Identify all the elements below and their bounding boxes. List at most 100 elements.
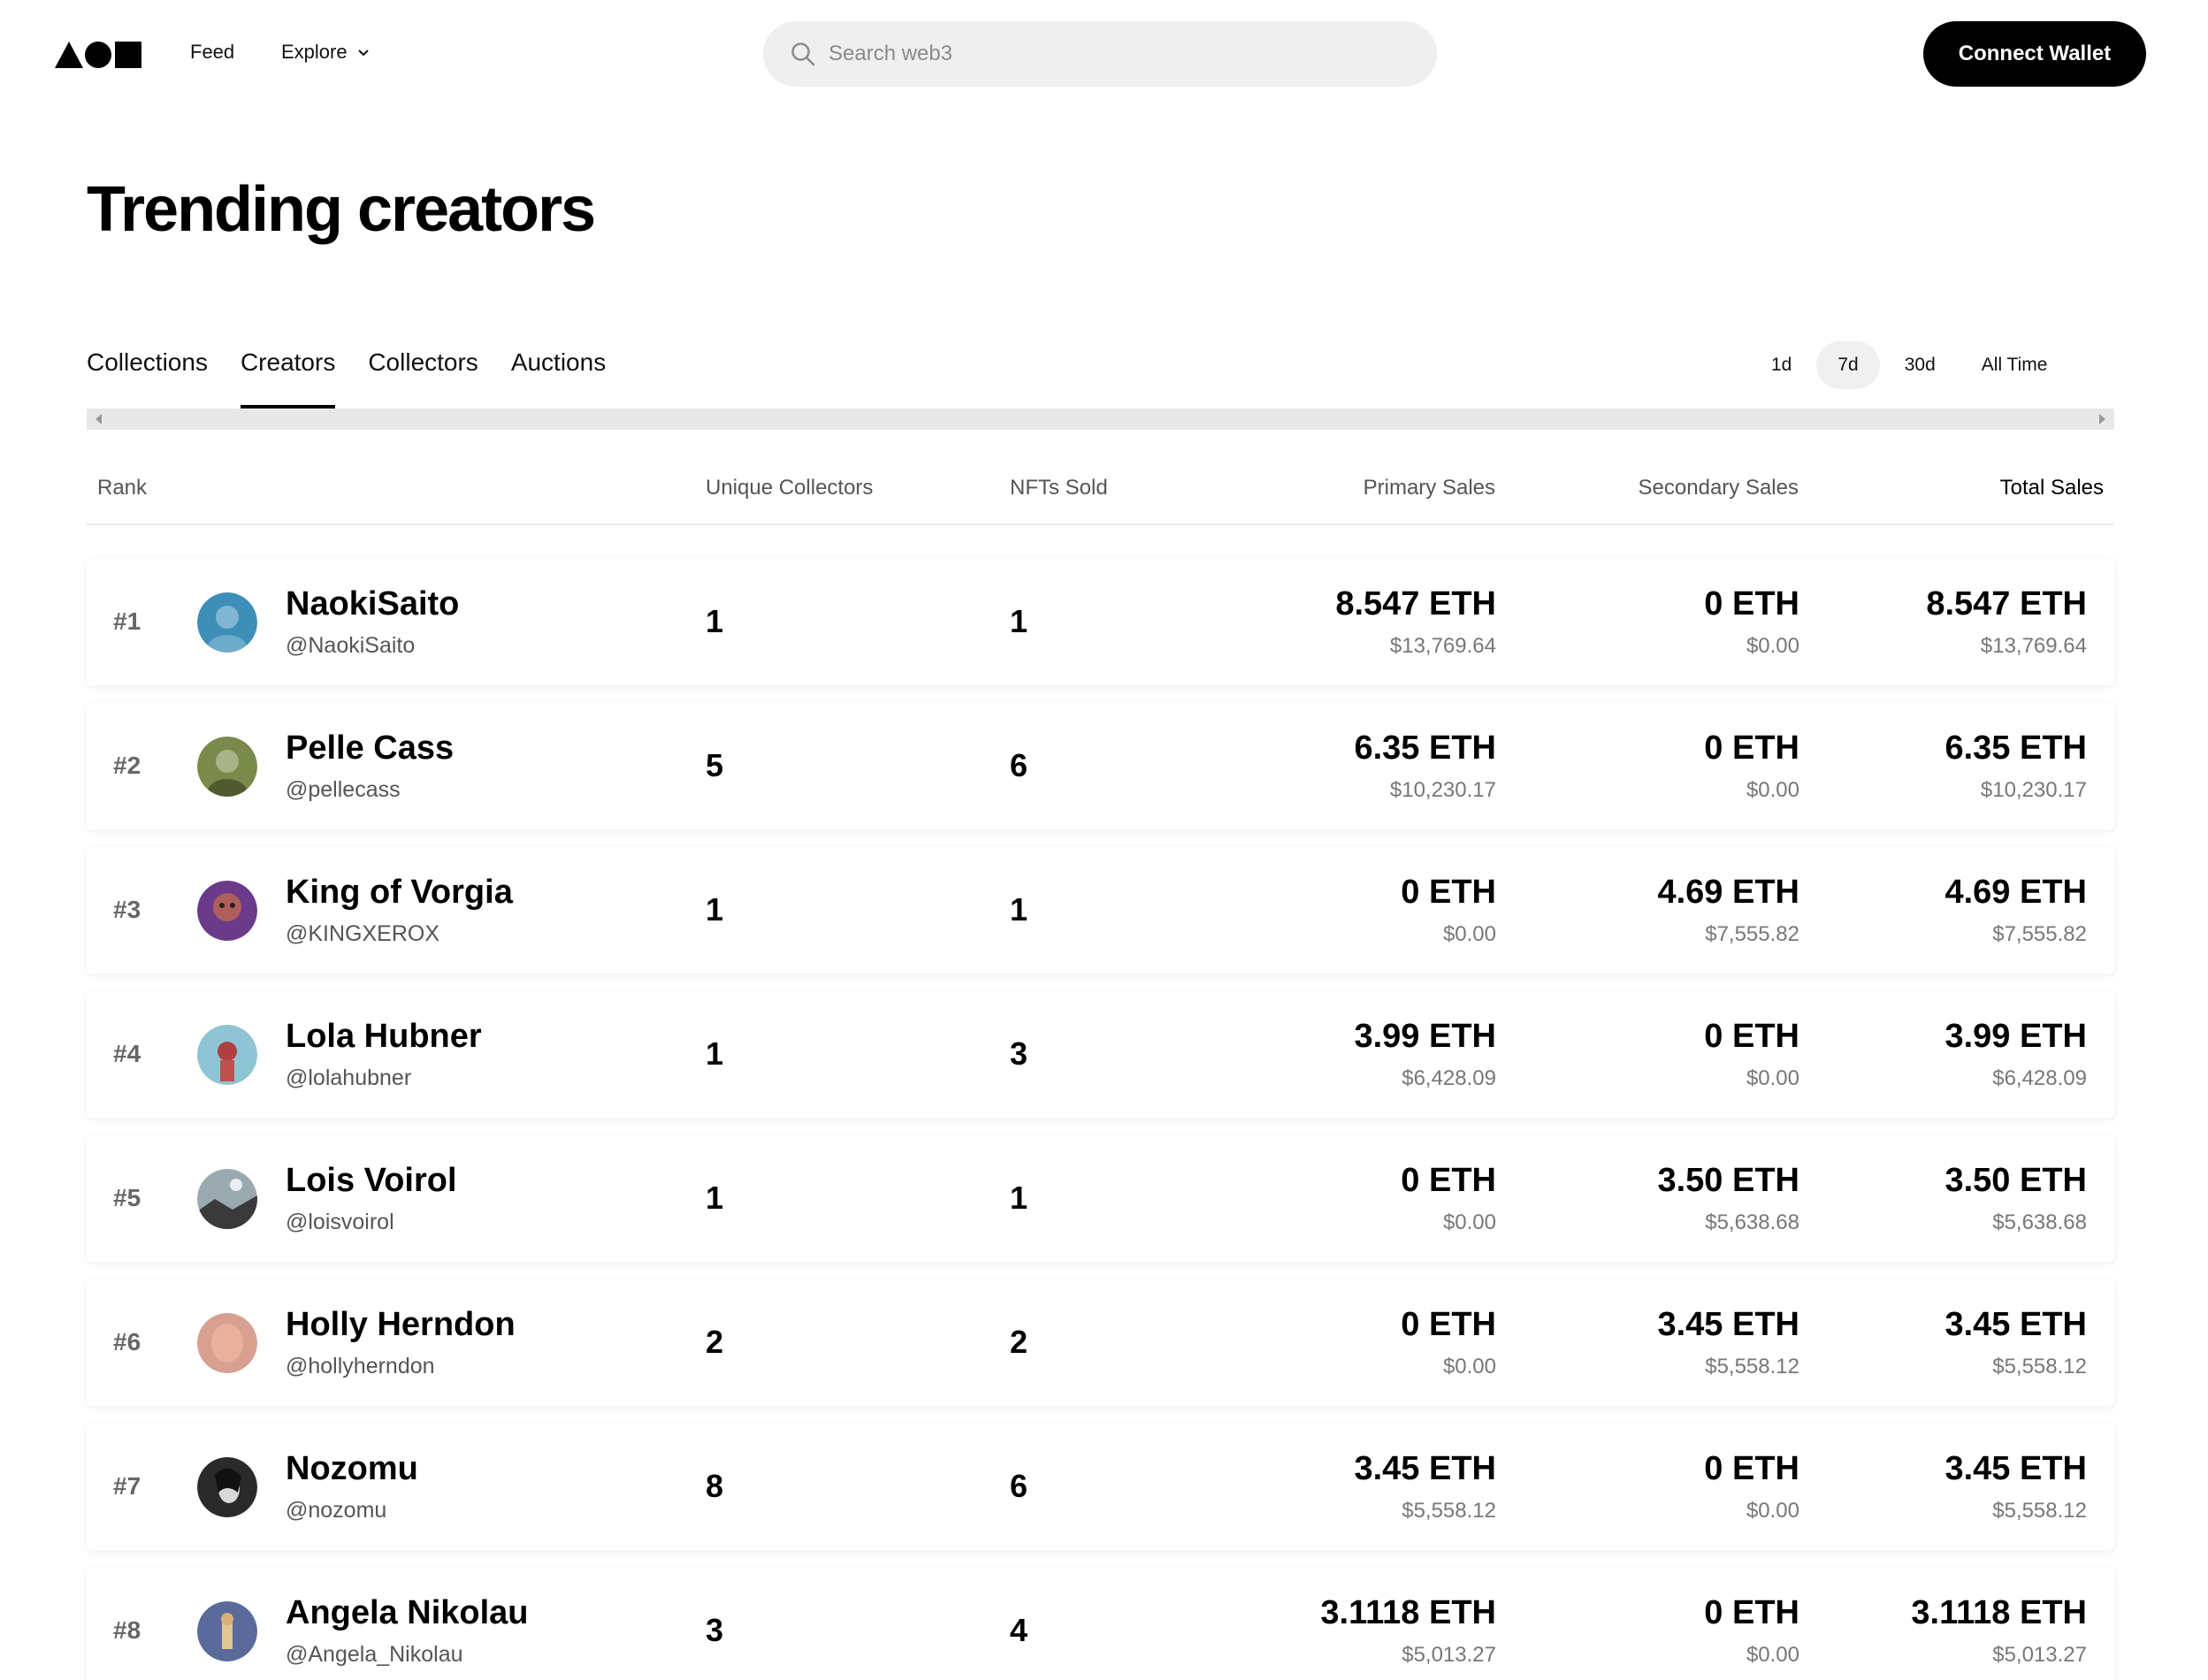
nfts-sold-value: 3 (1010, 1035, 1028, 1072)
total-sales-cell: 3.99 ETH $6,428.09 (1769, 1018, 2087, 1091)
avatar[interactable] (197, 1601, 257, 1661)
period-7d-button[interactable]: 7d (1816, 341, 1880, 389)
avatar[interactable] (197, 737, 257, 797)
creator-name[interactable]: Holly Herndon (286, 1306, 516, 1343)
total-sales-eth: 8.547 ETH (1926, 585, 2087, 622)
tab-creators[interactable]: Creators (240, 345, 336, 409)
foundation-logo-icon[interactable] (55, 40, 143, 68)
secondary-sales-eth: 3.50 ETH (1657, 1162, 1799, 1199)
nfts-sold-value: 1 (1010, 891, 1028, 928)
secondary-sales-usd: $7,555.82 (1705, 922, 1799, 946)
primary-sales-usd: $5,558.12 (1402, 1499, 1496, 1523)
category-tabs: Collections Creators Collectors Auctions (87, 345, 638, 409)
creator-handle[interactable]: @pellecass (286, 777, 401, 802)
table-row[interactable]: #1 NaokiSaito @NaokiSaito 1 1 8.547 ETH $… (87, 559, 2114, 685)
table-row[interactable]: #8 Angela Nikolau @Angela_Nikolau 3 4 3.… (87, 1568, 2114, 1680)
total-sales-eth: 4.69 ETH (1944, 874, 2087, 911)
scroll-left-icon[interactable] (96, 414, 102, 424)
unique-collectors-value: 1 (706, 891, 724, 928)
tab-auctions[interactable]: Auctions (510, 348, 607, 376)
primary-sales-cell: 6.35 ETH $10,230.17 (1178, 729, 1496, 803)
table-row[interactable]: #2 Pelle Cass @pellecass 5 6 6.35 ETH $10… (87, 703, 2114, 829)
page-title: Trending creators (87, 174, 596, 245)
avatar-fill (197, 737, 257, 797)
creator-name[interactable]: King of Vorgia (286, 874, 513, 911)
table-row[interactable]: #4 Lola Hubner @lolahubner 1 3 3.99 ETH $… (87, 991, 2114, 1118)
period-30d-button[interactable]: 30d (1904, 355, 1936, 375)
creator-name[interactable]: Nozomu (286, 1450, 418, 1487)
period-1d-button[interactable]: 1d (1771, 355, 1792, 375)
primary-sales-usd: $13,769.64 (1389, 634, 1496, 658)
secondary-sales-eth: 0 ETH (1704, 1018, 1799, 1055)
avatar[interactable] (197, 1169, 257, 1229)
table-row[interactable]: #7 Nozomu @nozomu 8 6 3.45 ETH $5,558.12 … (87, 1424, 2114, 1550)
column-secondary-sales[interactable]: Secondary Sales (1638, 476, 1799, 500)
avatar[interactable] (197, 1457, 257, 1517)
creator-handle[interactable]: @NaokiSaito (286, 633, 416, 658)
primary-sales-eth: 8.547 ETH (1335, 585, 1496, 622)
secondary-sales-cell: 0 ETH $0.00 (1481, 1018, 1799, 1091)
creator-name[interactable]: Pelle Cass (286, 729, 455, 767)
table-row[interactable]: #5 Lois Voirol @loisvoirol 1 1 0 ETH $0.0… (87, 1135, 2114, 1262)
horizontal-scrollbar[interactable] (87, 409, 2114, 430)
nfts-sold-value: 6 (1010, 747, 1028, 783)
primary-sales-eth: 3.45 ETH (1354, 1450, 1496, 1487)
total-sales-cell: 8.547 ETH $13,769.64 (1769, 585, 2087, 659)
secondary-sales-cell: 3.45 ETH $5,558.12 (1481, 1306, 1799, 1379)
tab-collectors[interactable]: Collectors (368, 348, 478, 376)
column-total-sales[interactable]: Total Sales (1999, 476, 2104, 500)
column-primary-sales[interactable]: Primary Sales (1363, 476, 1495, 500)
secondary-sales-cell: 0 ETH $0.00 (1481, 1450, 1799, 1523)
total-sales-eth: 3.45 ETH (1944, 1450, 2087, 1487)
secondary-sales-cell: 0 ETH $0.00 (1481, 729, 1799, 803)
tab-collections[interactable]: Collections (87, 348, 208, 376)
nfts-sold-value: 1 (1010, 1180, 1028, 1216)
creator-handle[interactable]: @hollyherndon (286, 1354, 435, 1378)
creator-name[interactable]: Lola Hubner (286, 1018, 482, 1055)
column-rank: Rank (97, 476, 148, 500)
creator-handle[interactable]: @lolahubner (286, 1065, 412, 1090)
row-rank: #6 (113, 1328, 141, 1355)
chevron-down-icon (357, 50, 369, 57)
search-input[interactable] (829, 42, 1359, 66)
avatar[interactable] (197, 592, 257, 653)
column-unique-collectors[interactable]: Unique Collectors (706, 476, 874, 500)
creator-name[interactable]: NaokiSaito (286, 585, 460, 622)
creator-handle[interactable]: @KINGXEROX (286, 921, 440, 946)
period-selector: 1d 7d 30d All Time (1746, 341, 2068, 389)
row-rank: #3 (113, 896, 141, 923)
nav-feed-link[interactable]: Feed (190, 41, 235, 63)
secondary-sales-cell: 0 ETH $0.00 (1481, 585, 1799, 659)
creator-handle[interactable]: @nozomu (286, 1498, 387, 1523)
total-sales-usd: $7,555.82 (1992, 922, 2087, 946)
secondary-sales-usd: $0.00 (1746, 1643, 1799, 1667)
table-row[interactable]: #6 Holly Herndon @hollyherndon 2 2 0 ETH… (87, 1279, 2114, 1406)
row-rank: #7 (113, 1472, 141, 1500)
nav-explore-link[interactable]: Explore (281, 41, 371, 64)
primary-sales-eth: 3.99 ETH (1354, 1018, 1496, 1055)
total-sales-eth: 3.99 ETH (1944, 1018, 2087, 1055)
nfts-sold-value: 1 (1010, 603, 1028, 639)
creator-name[interactable]: Angela Nikolau (286, 1594, 529, 1631)
creator-handle[interactable]: @loisvoirol (286, 1210, 394, 1234)
secondary-sales-usd: $5,558.12 (1705, 1355, 1799, 1378)
search-bar[interactable] (763, 21, 1437, 87)
avatar[interactable] (197, 881, 257, 941)
column-nfts-sold[interactable]: NFTs Sold (1010, 476, 1108, 500)
primary-sales-eth: 0 ETH (1401, 1162, 1496, 1199)
creator-name[interactable]: Lois Voirol (286, 1162, 457, 1199)
primary-sales-usd: $5,013.27 (1402, 1643, 1496, 1667)
connect-wallet-button[interactable]: Connect Wallet (1923, 21, 2146, 87)
avatar[interactable] (197, 1313, 257, 1373)
primary-sales-cell: 0 ETH $0.00 (1178, 1306, 1496, 1379)
table-row[interactable]: #3 King of Vorgia @KINGXEROX 1 1 0 ETH $0… (87, 847, 2114, 974)
primary-sales-usd: $10,230.17 (1389, 778, 1496, 802)
avatar-fill (197, 592, 257, 653)
scroll-right-icon[interactable] (2099, 414, 2105, 424)
secondary-sales-eth: 4.69 ETH (1657, 874, 1799, 911)
creator-handle[interactable]: @Angela_Nikolau (286, 1642, 463, 1667)
period-all-time-button[interactable]: All Time (1981, 355, 2048, 375)
primary-sales-eth: 3.1118 ETH (1320, 1594, 1496, 1631)
avatar[interactable] (197, 1025, 257, 1085)
unique-collectors-value: 3 (706, 1612, 724, 1648)
